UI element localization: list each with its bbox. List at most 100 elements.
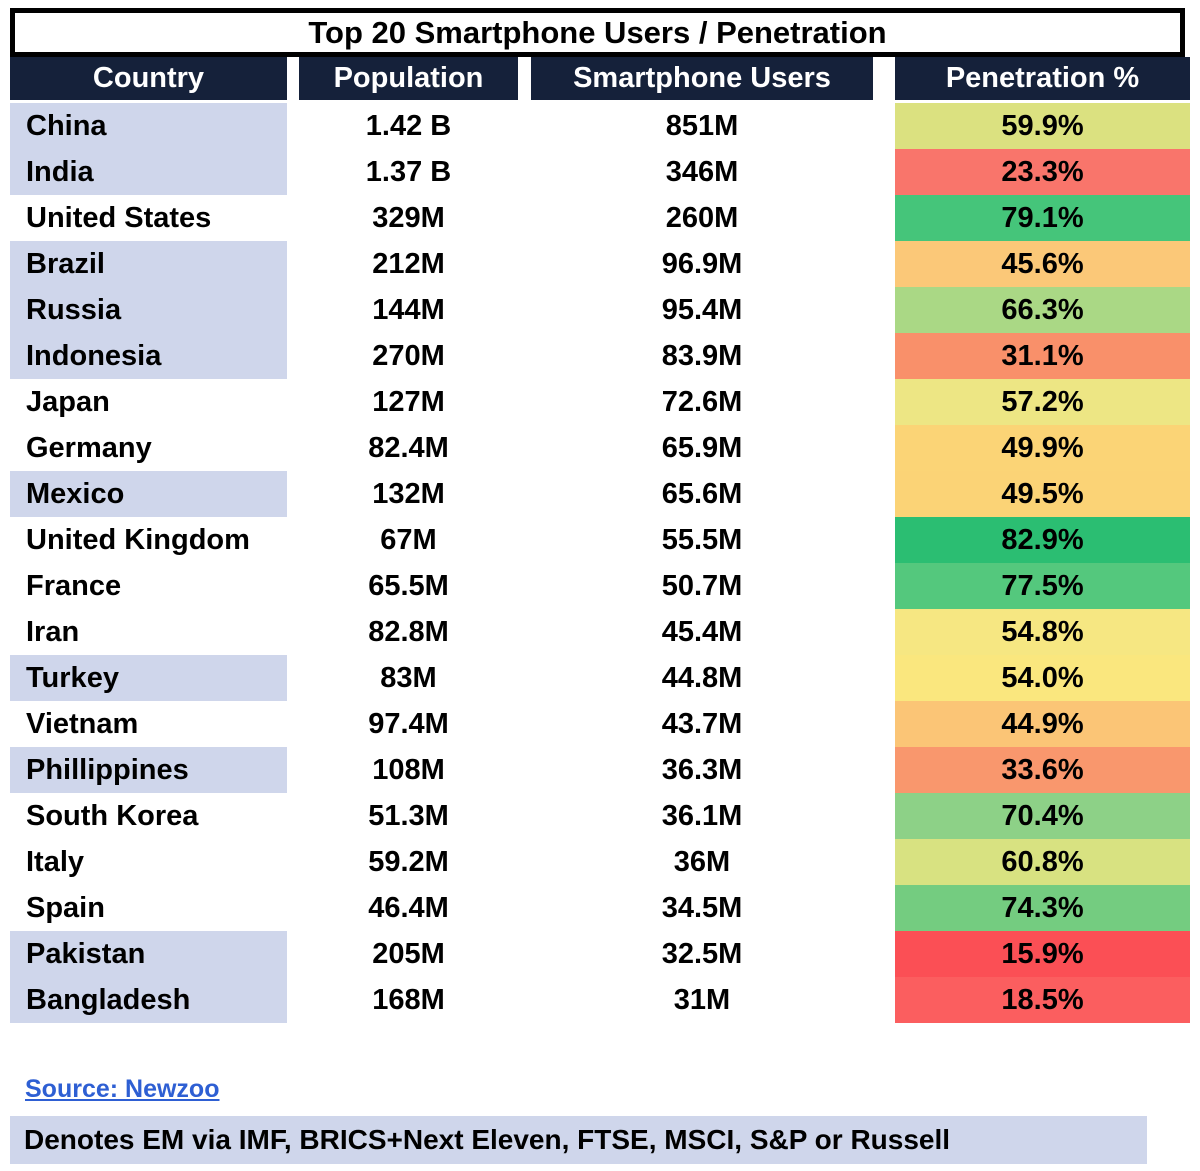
table-row: India 1.37 B 346M 23.3% xyxy=(10,149,1190,195)
column-header-penetration: Penetration % xyxy=(895,57,1190,103)
table-row: United Kingdom 67M 55.5M 82.9% xyxy=(10,517,1190,563)
country-cell: Phillippines xyxy=(10,747,299,793)
users-cell: 43.7M xyxy=(531,701,895,747)
population-cell: 46.4M xyxy=(299,885,531,931)
users-cell: 96.9M xyxy=(531,241,895,287)
population-cell: 67M xyxy=(299,517,531,563)
population-cell: 270M xyxy=(299,333,531,379)
users-cell: 50.7M xyxy=(531,563,895,609)
country-cell: France xyxy=(10,563,299,609)
country-cell: Iran xyxy=(10,609,299,655)
em-footnote-text: Denotes EM via IMF, BRICS+Next Eleven, F… xyxy=(24,1124,951,1155)
users-cell: 95.4M xyxy=(531,287,895,333)
smartphone-penetration-table: Country Population Smartphone Users Pene… xyxy=(10,57,1190,1023)
users-cell: 36.3M xyxy=(531,747,895,793)
penetration-cell: 59.9% xyxy=(895,103,1190,149)
column-header-country: Country xyxy=(10,57,299,103)
population-cell: 82.4M xyxy=(299,425,531,471)
penetration-cell: 18.5% xyxy=(895,977,1190,1023)
table-body: China 1.42 B 851M 59.9% India 1.37 B 346… xyxy=(10,103,1190,1023)
penetration-cell: 60.8% xyxy=(895,839,1190,885)
population-cell: 82.8M xyxy=(299,609,531,655)
country-cell: Vietnam xyxy=(10,701,299,747)
country-cell: United States xyxy=(10,195,299,241)
population-cell: 108M xyxy=(299,747,531,793)
users-cell: 45.4M xyxy=(531,609,895,655)
table-row: Pakistan 205M 32.5M 15.9% xyxy=(10,931,1190,977)
country-cell: Spain xyxy=(10,885,299,931)
table-title: Top 20 Smartphone Users / Penetration xyxy=(10,8,1185,57)
country-cell: Brazil xyxy=(10,241,299,287)
header-row: Country Population Smartphone Users Pene… xyxy=(10,57,1190,103)
users-cell: 31M xyxy=(531,977,895,1023)
penetration-cell: 54.0% xyxy=(895,655,1190,701)
table-row: Iran 82.8M 45.4M 54.8% xyxy=(10,609,1190,655)
country-cell: Japan xyxy=(10,379,299,425)
country-cell: Mexico xyxy=(10,471,299,517)
penetration-cell: 33.6% xyxy=(895,747,1190,793)
country-cell: Indonesia xyxy=(10,333,299,379)
country-cell: Italy xyxy=(10,839,299,885)
table-row: Japan 127M 72.6M 57.2% xyxy=(10,379,1190,425)
users-cell: 346M xyxy=(531,149,895,195)
country-cell: Russia xyxy=(10,287,299,333)
penetration-cell: 74.3% xyxy=(895,885,1190,931)
users-cell: 44.8M xyxy=(531,655,895,701)
table-row: France 65.5M 50.7M 77.5% xyxy=(10,563,1190,609)
country-cell: Turkey xyxy=(10,655,299,701)
population-cell: 205M xyxy=(299,931,531,977)
table-header: Country Population Smartphone Users Pene… xyxy=(10,57,1190,103)
users-cell: 65.6M xyxy=(531,471,895,517)
users-cell: 36.1M xyxy=(531,793,895,839)
country-cell: India xyxy=(10,149,299,195)
penetration-cell: 82.9% xyxy=(895,517,1190,563)
population-cell: 212M xyxy=(299,241,531,287)
penetration-cell: 70.4% xyxy=(895,793,1190,839)
population-cell: 329M xyxy=(299,195,531,241)
penetration-cell: 49.5% xyxy=(895,471,1190,517)
table-row: Germany 82.4M 65.9M 49.9% xyxy=(10,425,1190,471)
country-cell: United Kingdom xyxy=(10,517,299,563)
population-cell: 1.37 B xyxy=(299,149,531,195)
penetration-cell: 31.1% xyxy=(895,333,1190,379)
country-cell: China xyxy=(10,103,299,149)
users-cell: 851M xyxy=(531,103,895,149)
users-cell: 260M xyxy=(531,195,895,241)
population-cell: 168M xyxy=(299,977,531,1023)
population-cell: 97.4M xyxy=(299,701,531,747)
users-cell: 32.5M xyxy=(531,931,895,977)
population-cell: 1.42 B xyxy=(299,103,531,149)
table-row: Spain 46.4M 34.5M 74.3% xyxy=(10,885,1190,931)
population-cell: 51.3M xyxy=(299,793,531,839)
table-row: Russia 144M 95.4M 66.3% xyxy=(10,287,1190,333)
population-cell: 65.5M xyxy=(299,563,531,609)
penetration-cell: 79.1% xyxy=(895,195,1190,241)
users-cell: 55.5M xyxy=(531,517,895,563)
country-cell: South Korea xyxy=(10,793,299,839)
users-cell: 36M xyxy=(531,839,895,885)
country-cell: Bangladesh xyxy=(10,977,299,1023)
table-row: Turkey 83M 44.8M 54.0% xyxy=(10,655,1190,701)
table-row: South Korea 51.3M 36.1M 70.4% xyxy=(10,793,1190,839)
column-header-smartphone-users: Smartphone Users xyxy=(531,57,895,103)
table-row: Italy 59.2M 36M 60.8% xyxy=(10,839,1190,885)
penetration-cell: 44.9% xyxy=(895,701,1190,747)
penetration-cell: 66.3% xyxy=(895,287,1190,333)
penetration-cell: 77.5% xyxy=(895,563,1190,609)
source-link[interactable]: Source: Newzoo xyxy=(25,1075,220,1103)
penetration-cell: 54.8% xyxy=(895,609,1190,655)
penetration-cell: 23.3% xyxy=(895,149,1190,195)
country-cell: Pakistan xyxy=(10,931,299,977)
population-cell: 83M xyxy=(299,655,531,701)
users-cell: 34.5M xyxy=(531,885,895,931)
column-header-population: Population xyxy=(299,57,531,103)
penetration-cell: 49.9% xyxy=(895,425,1190,471)
population-cell: 59.2M xyxy=(299,839,531,885)
users-cell: 72.6M xyxy=(531,379,895,425)
table-row: United States 329M 260M 79.1% xyxy=(10,195,1190,241)
em-footnote-bar: Denotes EM via IMF, BRICS+Next Eleven, F… xyxy=(10,1116,1147,1164)
penetration-cell: 45.6% xyxy=(895,241,1190,287)
population-cell: 132M xyxy=(299,471,531,517)
users-cell: 65.9M xyxy=(531,425,895,471)
country-cell: Germany xyxy=(10,425,299,471)
